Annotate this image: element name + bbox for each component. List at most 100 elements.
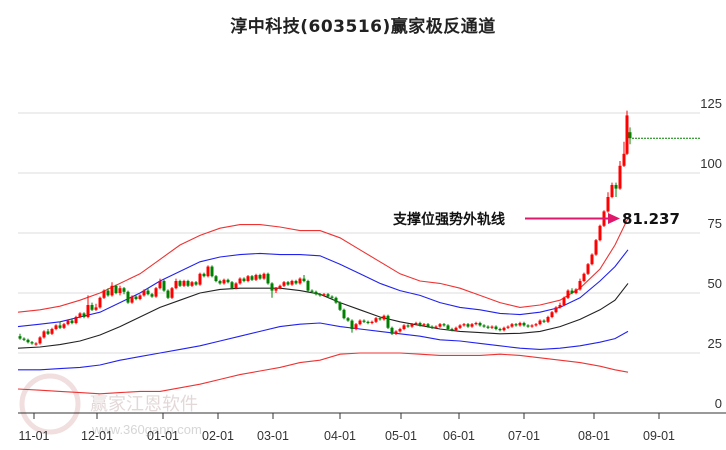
candle-body — [458, 325, 462, 328]
candle-body — [294, 281, 298, 284]
candle-body — [34, 343, 38, 345]
candle-body — [246, 276, 250, 281]
candle-body — [502, 327, 506, 331]
candle-body — [82, 313, 86, 317]
candle-body — [418, 323, 422, 326]
candle-body — [526, 325, 530, 327]
candle-body — [442, 324, 446, 326]
candle-body — [46, 331, 50, 334]
support-label: 支撑位强势外轨线 — [392, 211, 505, 228]
candle-body — [310, 290, 314, 292]
candle-body — [90, 305, 94, 310]
candle-body — [186, 281, 190, 286]
y-tick-label: 75 — [708, 216, 722, 231]
candle-body — [342, 309, 346, 319]
candle-body — [270, 283, 274, 291]
watermark: 赢家江恩软件 www.360gann.com — [19, 373, 202, 437]
y-tick-label: 100 — [700, 156, 722, 171]
candle-body — [110, 285, 114, 296]
candle-body — [122, 288, 126, 292]
x-tick-label: 03-01 — [257, 429, 289, 443]
y-tick-label: 25 — [708, 336, 722, 351]
candle-body — [426, 324, 430, 327]
candle-body — [554, 307, 558, 313]
candle-body — [198, 273, 202, 285]
candle-body — [278, 285, 282, 289]
chart-title: 淳中科技(603516)赢家极反通道 — [230, 17, 496, 37]
candle-body — [518, 323, 522, 326]
candle-body — [386, 315, 390, 328]
candle-body — [78, 313, 82, 317]
band-inner-upper — [17, 249, 629, 328]
band-outer-upper — [17, 217, 629, 313]
candle-body — [394, 331, 398, 334]
candle-body — [42, 331, 46, 338]
band-inner-lower — [18, 322, 629, 371]
candle-body — [38, 337, 42, 344]
candle-body — [182, 281, 186, 286]
band-outer-lower — [17, 352, 629, 395]
candle-body — [546, 317, 550, 322]
candle-body — [142, 290, 146, 296]
candle-body — [354, 324, 358, 329]
candle-body — [178, 281, 182, 286]
candle-body — [482, 325, 486, 327]
candle-body — [414, 323, 418, 325]
x-tick-label: 12-01 — [81, 429, 113, 443]
candle-body — [622, 153, 626, 166]
candle-body — [222, 279, 226, 284]
y-tick-label: 50 — [708, 276, 722, 291]
candle-body — [338, 302, 342, 310]
candle-body — [406, 325, 410, 327]
candle-body — [234, 283, 238, 289]
candle-body — [170, 288, 174, 298]
axes: 11-01 12-01 01-01 02-01 03-01 04-01 05-01 06-01… — [18, 412, 726, 443]
gridlines: 0 25 50 75 100 125 — [18, 96, 722, 411]
candle-body — [346, 318, 350, 321]
candle-body — [586, 264, 590, 274]
watermark-url: www.360gann.com — [91, 422, 202, 437]
candle-body — [174, 281, 178, 289]
band-middle — [17, 283, 629, 349]
candle-body — [382, 315, 386, 320]
candle-body — [542, 320, 546, 322]
candle-body — [30, 342, 34, 344]
x-tick-label: 02-01 — [202, 429, 234, 443]
candle-body — [594, 240, 598, 255]
candle-body — [590, 254, 594, 265]
x-tick-label: 11-01 — [18, 429, 49, 443]
candle-body — [138, 295, 142, 299]
candle-body — [22, 338, 26, 340]
candle-body — [86, 305, 90, 317]
candle-body — [618, 165, 622, 189]
candle-body — [162, 281, 166, 291]
candle-body — [214, 276, 218, 281]
candle-body — [530, 325, 534, 327]
candle-body — [114, 285, 118, 293]
candle-body — [454, 327, 458, 331]
candle-body — [242, 278, 246, 281]
candle-body — [18, 336, 22, 339]
candle-body — [570, 290, 574, 293]
candle-body — [450, 329, 454, 331]
candle-body — [490, 326, 494, 328]
candle-body — [226, 279, 230, 283]
candle-body — [318, 294, 322, 296]
candle-body — [166, 290, 170, 298]
candle-body — [190, 282, 194, 286]
candle-body — [566, 290, 570, 298]
candle-body — [94, 307, 98, 310]
x-tick-label: 09-01 — [643, 429, 675, 443]
candle-body — [322, 294, 326, 296]
candle-body — [130, 296, 134, 303]
candle-body — [274, 288, 278, 291]
candle-body — [254, 275, 258, 280]
candle-body — [378, 318, 382, 320]
candle-body — [550, 312, 554, 317]
candle-body — [390, 327, 394, 334]
candle-body — [118, 288, 122, 293]
candle-body — [194, 282, 198, 285]
candle-body — [474, 323, 478, 325]
candle-body — [62, 324, 66, 328]
candle-body — [206, 266, 210, 277]
